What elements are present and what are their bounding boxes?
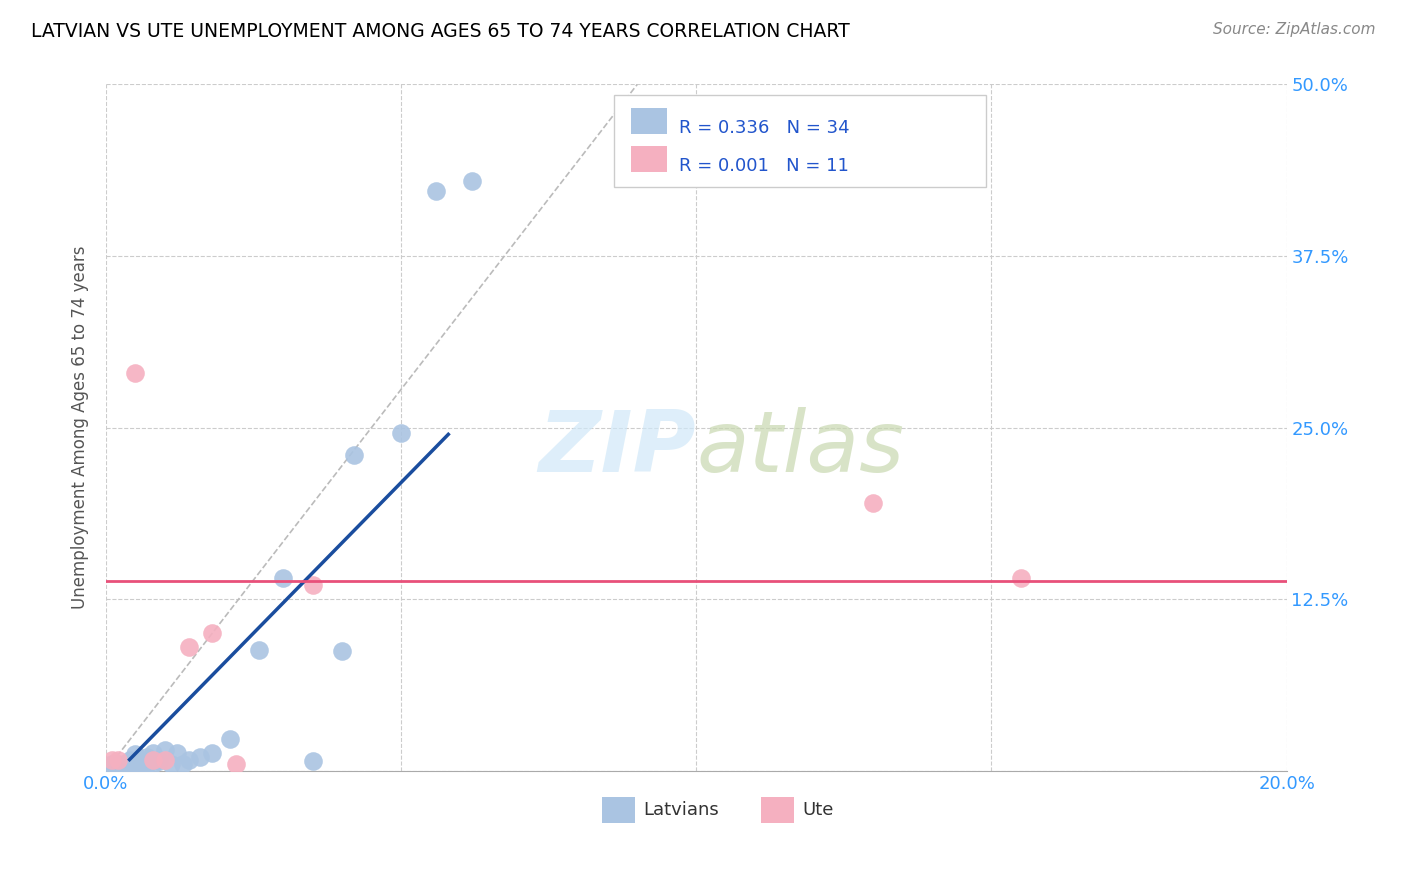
Point	[112, 756, 135, 771]
Text: Source: ZipAtlas.com: Source: ZipAtlas.com	[1212, 22, 1375, 37]
Point	[153, 743, 176, 757]
Point	[124, 747, 146, 761]
Point	[330, 644, 353, 658]
Point	[301, 578, 323, 592]
Point	[107, 753, 129, 767]
FancyBboxPatch shape	[631, 145, 666, 171]
Point	[225, 756, 247, 771]
Point	[166, 746, 188, 760]
Point	[118, 753, 141, 767]
Point	[124, 366, 146, 380]
Point	[124, 756, 146, 771]
Y-axis label: Unemployment Among Ages 65 to 74 years: Unemployment Among Ages 65 to 74 years	[72, 246, 89, 609]
Point	[153, 753, 176, 767]
FancyBboxPatch shape	[631, 108, 666, 134]
Point	[301, 754, 323, 768]
Point	[101, 758, 124, 772]
Point	[142, 753, 165, 767]
Point	[247, 643, 270, 657]
Point	[107, 756, 129, 771]
Point	[101, 756, 124, 771]
Point	[218, 732, 240, 747]
Point	[172, 756, 194, 771]
Point	[142, 756, 165, 771]
Point	[136, 756, 159, 771]
Text: atlas: atlas	[696, 407, 904, 490]
Text: R = 0.001   N = 11: R = 0.001 N = 11	[679, 157, 848, 175]
Point	[124, 756, 146, 771]
Text: Latvians: Latvians	[643, 801, 718, 819]
Point	[107, 759, 129, 773]
Point	[142, 746, 165, 760]
Point	[148, 754, 170, 768]
Point	[201, 626, 224, 640]
FancyBboxPatch shape	[602, 797, 636, 823]
Point	[131, 753, 153, 767]
Point	[389, 425, 412, 440]
Point	[1010, 572, 1032, 586]
Text: ZIP: ZIP	[538, 407, 696, 490]
Point	[190, 750, 212, 764]
Point	[118, 756, 141, 771]
Point	[271, 572, 294, 586]
Text: R = 0.336   N = 34: R = 0.336 N = 34	[679, 120, 849, 137]
Point	[425, 185, 447, 199]
Text: Ute: Ute	[803, 801, 834, 819]
Point	[177, 640, 200, 654]
Point	[177, 753, 200, 767]
Point	[131, 756, 153, 771]
FancyBboxPatch shape	[613, 95, 986, 187]
Point	[201, 746, 224, 760]
FancyBboxPatch shape	[761, 797, 794, 823]
Text: LATVIAN VS UTE UNEMPLOYMENT AMONG AGES 65 TO 74 YEARS CORRELATION CHART: LATVIAN VS UTE UNEMPLOYMENT AMONG AGES 6…	[31, 22, 849, 41]
Point	[136, 750, 159, 764]
Point	[112, 758, 135, 772]
Point	[160, 756, 183, 771]
Point	[343, 448, 366, 462]
Point	[862, 496, 884, 510]
Point	[461, 173, 484, 187]
Point	[101, 753, 124, 767]
